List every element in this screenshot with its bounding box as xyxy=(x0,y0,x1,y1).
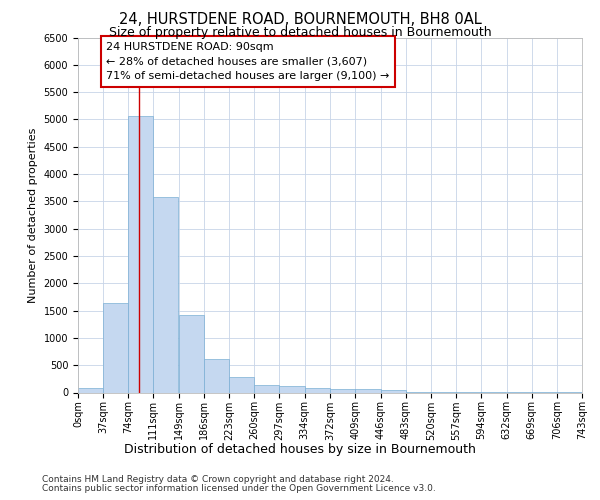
Bar xyxy=(331,389,355,392)
Bar xyxy=(229,376,254,392)
Bar xyxy=(280,386,305,392)
Bar xyxy=(355,389,380,392)
Bar xyxy=(305,388,329,392)
Bar xyxy=(103,304,128,392)
Text: 24 HURSTDENE ROAD: 90sqm
← 28% of detached houses are smaller (3,607)
71% of sem: 24 HURSTDENE ROAD: 90sqm ← 28% of detach… xyxy=(106,42,390,82)
Text: Contains HM Land Registry data © Crown copyright and database right 2024.: Contains HM Land Registry data © Crown c… xyxy=(42,475,394,484)
Text: Distribution of detached houses by size in Bournemouth: Distribution of detached houses by size … xyxy=(124,442,476,456)
Text: 24, HURSTDENE ROAD, BOURNEMOUTH, BH8 0AL: 24, HURSTDENE ROAD, BOURNEMOUTH, BH8 0AL xyxy=(119,12,481,28)
Bar xyxy=(128,116,153,392)
Y-axis label: Number of detached properties: Number of detached properties xyxy=(28,128,38,302)
Bar xyxy=(78,388,103,392)
Text: Size of property relative to detached houses in Bournemouth: Size of property relative to detached ho… xyxy=(109,26,491,39)
Bar xyxy=(380,390,406,392)
Text: Contains public sector information licensed under the Open Government Licence v3: Contains public sector information licen… xyxy=(42,484,436,493)
Bar xyxy=(153,197,178,392)
Bar xyxy=(204,358,229,392)
Bar xyxy=(179,316,204,392)
Bar xyxy=(254,385,280,392)
